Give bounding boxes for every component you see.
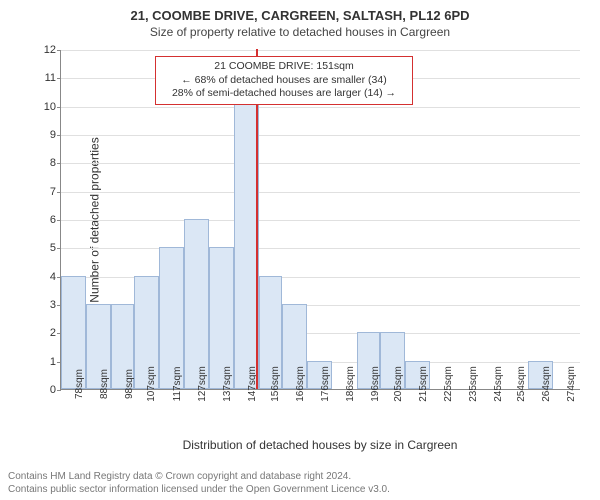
ytick-label: 0 [26,384,56,396]
annotation-box: 21 COOMBE DRIVE: 151sqm← 68% of detached… [155,56,413,105]
xtick-label: 225sqm [443,366,454,402]
xtick-label: 274sqm [566,366,577,402]
ytick-label: 2 [26,327,56,339]
gridline [61,220,580,221]
x-axis-label: Distribution of detached houses by size … [183,438,458,452]
ytick-label: 7 [26,186,56,198]
annotation-line: 28% of semi-detached houses are larger (… [162,87,406,101]
xtick-label: 186sqm [345,366,356,402]
xtick-label: 264sqm [541,366,552,402]
ytick-mark [57,163,61,164]
ytick-mark [57,78,61,79]
xtick-label: 88sqm [99,369,110,399]
page-title: 21, COOMBE DRIVE, CARGREEN, SALTASH, PL1… [0,0,600,23]
xtick-label: 196sqm [370,366,381,402]
ytick-label: 4 [26,271,56,283]
xtick-label: 205sqm [393,366,404,402]
xtick-label: 176sqm [320,366,331,402]
ytick-label: 6 [26,214,56,226]
ytick-mark [57,135,61,136]
histogram-chart: Number of detached properties 0123456789… [60,50,580,390]
plot-area: 012345678910111278sqm88sqm98sqm107sqm117… [60,50,580,390]
xtick-label: 254sqm [516,366,527,402]
ytick-label: 5 [26,242,56,254]
xtick-label: 127sqm [197,366,208,402]
ytick-label: 8 [26,157,56,169]
ytick-mark [57,50,61,51]
annotation-line: 21 COOMBE DRIVE: 151sqm [162,60,406,74]
xtick-label: 245sqm [493,366,504,402]
ytick-label: 11 [26,72,56,84]
gridline [61,50,580,51]
xtick-label: 117sqm [172,367,183,402]
gridline [61,107,580,108]
gridline [61,248,580,249]
annotation-line: ← 68% of detached houses are smaller (34… [162,74,406,88]
xtick-label: 166sqm [295,366,306,402]
ytick-mark [57,220,61,221]
gridline [61,192,580,193]
ytick-mark [57,107,61,108]
footer-line-1: Contains HM Land Registry data © Crown c… [8,470,592,483]
ytick-mark [57,192,61,193]
gridline [61,135,580,136]
xtick-label: 137sqm [222,366,233,402]
ytick-label: 3 [26,299,56,311]
histogram-bar [184,219,209,389]
ytick-mark [57,248,61,249]
xtick-label: 156sqm [270,366,281,402]
footer-attribution: Contains HM Land Registry data © Crown c… [8,470,592,496]
ytick-label: 1 [26,356,56,368]
page-subtitle: Size of property relative to detached ho… [0,23,600,39]
xtick-label: 78sqm [74,369,85,399]
footer-line-2: Contains public sector information licen… [8,483,592,496]
xtick-label: 215sqm [418,366,429,402]
ytick-mark [57,390,61,391]
xtick-label: 107sqm [146,366,157,402]
gridline [61,163,580,164]
xtick-label: 98sqm [124,369,135,399]
ytick-label: 10 [26,101,56,113]
ytick-label: 9 [26,129,56,141]
xtick-label: 235sqm [468,366,479,402]
ytick-label: 12 [26,44,56,56]
